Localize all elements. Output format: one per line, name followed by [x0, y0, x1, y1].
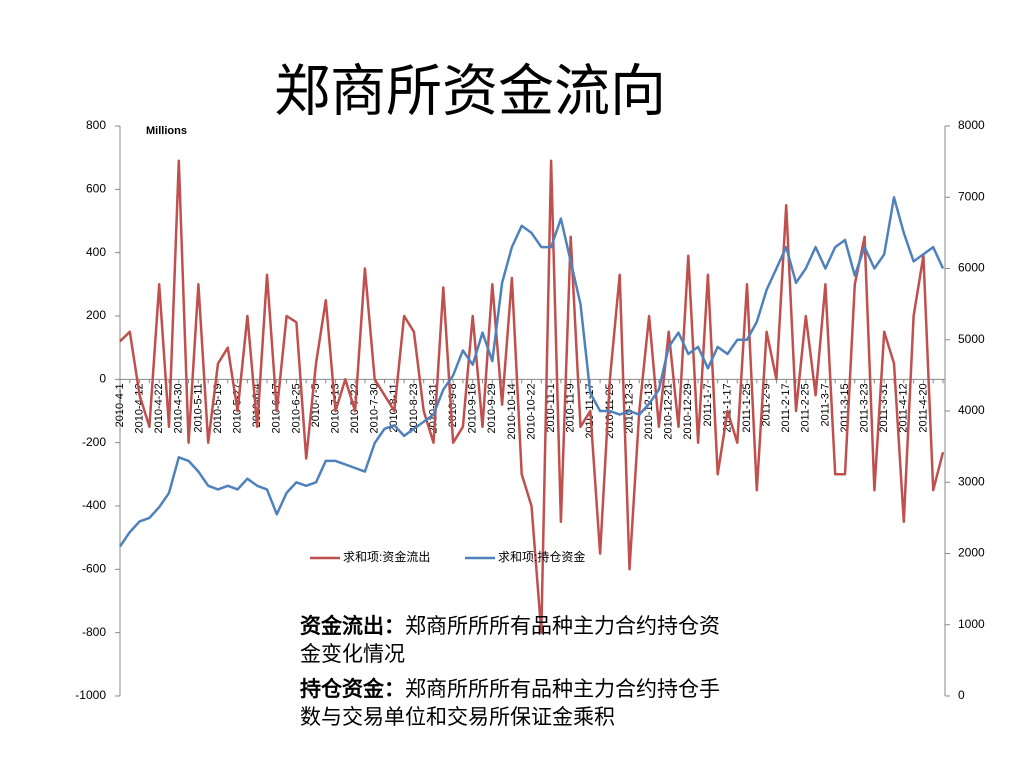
note: 资金流出：郑商所所所有品种主力合约持仓资金变化情况	[300, 612, 740, 668]
y2-tick-label: 3000	[958, 474, 985, 488]
y2-tick-label: 0	[958, 688, 965, 702]
y-tick-label: -400	[82, 498, 106, 512]
x-tick-label: 2010-12-3	[623, 383, 635, 433]
legend-label: 求和项:资金流出	[343, 549, 430, 564]
x-tick-label: 2011-3-7	[819, 383, 831, 426]
y2-tick-label: 8000	[958, 118, 985, 132]
x-tick-label: 2010-12-29	[682, 383, 694, 439]
legend-label: 求和项:持仓资金	[498, 549, 585, 564]
x-tick-label: 2011-4-12	[898, 383, 910, 432]
x-tick-label: 2010-4-1	[114, 383, 126, 427]
x-tick-label: 2010-9-29	[486, 383, 498, 433]
x-tick-label: 2010-10-14	[506, 383, 518, 439]
x-tick-label: 2010-11-1	[545, 383, 557, 432]
x-tick-label: 2011-2-17	[780, 383, 792, 432]
x-tick-label: 2010-11-9	[565, 383, 577, 432]
y2-tick-label: 2000	[958, 546, 985, 560]
x-tick-label: 2010-5-11	[192, 383, 204, 432]
x-tick-label: 2010-4-22	[153, 383, 165, 433]
x-tick-label: 2010-12-21	[663, 383, 675, 439]
y-tick-label: -200	[82, 435, 106, 449]
x-tick-label: 2010-6-25	[290, 383, 302, 433]
x-tick-label: 2011-4-20	[917, 383, 929, 432]
note-text: 郑商所所所有品种主力合约持仓手数与交易单位和交易所保证金乘积	[300, 677, 720, 729]
x-tick-label: 2011-3-23	[859, 383, 871, 432]
x-tick-label: 2010-8-23	[408, 383, 420, 433]
y-tick-label: 200	[86, 308, 106, 322]
y2-tick-label: 6000	[958, 261, 985, 275]
note-term: 资金流出：	[300, 613, 405, 638]
note: 持仓资金：郑商所所所有品种主力合约持仓手数与交易单位和交易所保证金乘积	[300, 675, 740, 731]
x-tick-label: 2010-9-16	[467, 383, 479, 433]
y-tick-label: 400	[86, 245, 106, 259]
axis-unit: Millions	[146, 125, 187, 137]
y-tick-label: -800	[82, 625, 106, 639]
y-tick-label: -600	[82, 562, 106, 576]
x-tick-label: 2010-4-30	[173, 383, 185, 433]
y-tick-label: 600	[86, 182, 106, 196]
y2-tick-label: 4000	[958, 403, 985, 417]
chart-title: 郑商所资金流向	[274, 60, 666, 125]
series-line	[119, 159, 945, 634]
series-line	[118, 196, 945, 548]
note-term: 持仓资金：	[300, 676, 405, 701]
y-tick-label: 0	[99, 372, 106, 386]
note-text: 郑商所所所有品种主力合约持仓资金变化情况	[300, 614, 720, 666]
x-tick-label: 2011-2-25	[800, 383, 812, 432]
y2-tick-label: 7000	[958, 189, 985, 203]
x-tick-label: 2010-10-22	[525, 383, 537, 439]
y-tick-label: 800	[86, 118, 106, 132]
x-tick-label: 2010-12-13	[643, 383, 655, 439]
x-tick-label: 2011-1-7	[702, 383, 714, 426]
x-tick-label: 2010-7-30	[369, 383, 381, 433]
y2-tick-label: 1000	[958, 617, 985, 631]
y-tick-label: -1000	[75, 688, 106, 702]
x-tick-label: 2011-1-25	[741, 383, 753, 432]
y2-tick-label: 5000	[958, 332, 985, 346]
x-tick-label: 2010-4-12	[134, 383, 146, 433]
